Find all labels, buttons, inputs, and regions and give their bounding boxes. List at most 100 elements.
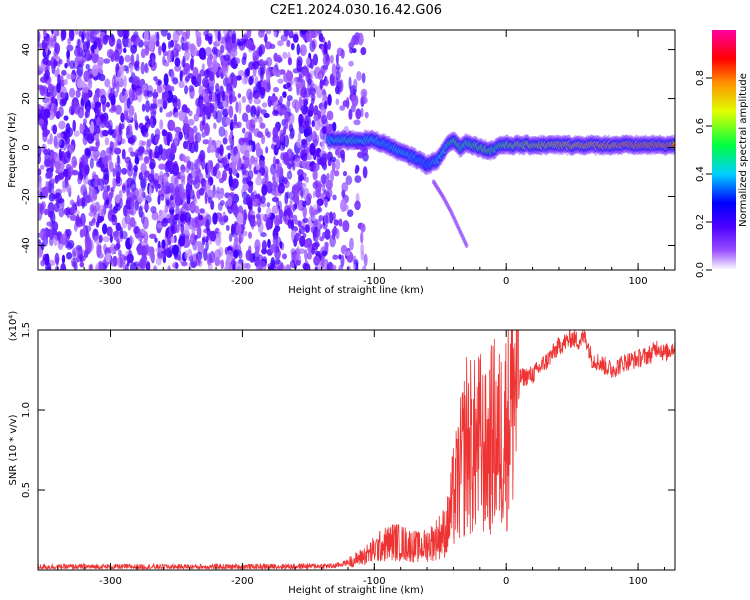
noise-speck xyxy=(335,53,339,65)
noise-speck xyxy=(324,228,331,240)
noise-speck xyxy=(362,146,369,156)
noise-speck xyxy=(181,69,188,75)
noise-speck xyxy=(277,105,281,112)
noise-speck xyxy=(205,240,209,252)
noise-speck xyxy=(229,58,237,69)
noise-speck xyxy=(335,63,340,71)
noise-speck xyxy=(284,110,289,119)
noise-speck xyxy=(178,131,183,141)
y-tick-label: 1.0 xyxy=(21,402,32,418)
noise-speck xyxy=(136,267,143,270)
noise-speck xyxy=(311,120,316,127)
noise-speck xyxy=(192,238,198,251)
noise-speck xyxy=(214,259,222,265)
noise-speck xyxy=(85,106,91,118)
noise-speck xyxy=(300,152,309,162)
noise-speck xyxy=(282,91,287,98)
noise-speck xyxy=(286,191,290,199)
noise-speck xyxy=(225,224,230,232)
noise-speck xyxy=(286,170,293,180)
secondary-branch-mark xyxy=(464,243,469,249)
noise-speck xyxy=(306,152,311,161)
noise-speck xyxy=(261,63,266,75)
noise-speck xyxy=(258,86,266,96)
noise-speck xyxy=(89,263,94,270)
noise-speck xyxy=(261,248,268,255)
noise-speck xyxy=(170,174,178,185)
noise-speck xyxy=(72,250,77,261)
noise-speck xyxy=(53,234,58,247)
noise-speck xyxy=(241,112,249,123)
noise-speck xyxy=(230,118,234,131)
noise-speck xyxy=(85,194,91,204)
noise-speck xyxy=(258,44,266,55)
noise-speck xyxy=(161,239,166,249)
noise-speck xyxy=(60,262,67,270)
noise-speck xyxy=(335,148,339,156)
noise-speck xyxy=(196,225,202,239)
noise-speck xyxy=(166,49,173,63)
noise-speck xyxy=(58,148,63,162)
noise-speck xyxy=(238,101,242,114)
noise-speck xyxy=(313,255,321,266)
noise-speck xyxy=(279,240,283,249)
noise-speck xyxy=(194,140,199,153)
noise-speck xyxy=(331,159,336,173)
noise-speck xyxy=(154,135,159,144)
noise-speck xyxy=(274,248,281,260)
noise-speck xyxy=(326,172,330,181)
noise-speck xyxy=(98,234,103,243)
noise-speck xyxy=(318,214,324,222)
noise-speck xyxy=(290,248,296,256)
noise-speck xyxy=(96,241,102,254)
noise-speck xyxy=(83,249,89,258)
colorbar: 0.0 0.2 0.4 0.6 0.8 Normalized spectral ampl… xyxy=(695,30,749,278)
noise-speck xyxy=(69,199,75,206)
noise-speck xyxy=(143,131,149,138)
noise-speck xyxy=(159,119,164,130)
noise-speck xyxy=(279,262,284,269)
noise-speck xyxy=(233,243,238,252)
noise-speck xyxy=(162,129,168,137)
noise-speck xyxy=(170,142,177,155)
noise-speck xyxy=(38,30,41,42)
noise-speck xyxy=(288,123,294,133)
noise-speck xyxy=(54,252,60,265)
noise-speck xyxy=(294,202,298,210)
noise-speck xyxy=(63,78,68,86)
snr-frame xyxy=(37,329,676,571)
noise-speck xyxy=(38,239,41,246)
noise-speck xyxy=(59,79,65,87)
noise-speck xyxy=(47,148,51,156)
noise-speck xyxy=(308,109,313,118)
noise-speck xyxy=(162,91,169,100)
noise-speck xyxy=(336,47,344,57)
noise-speck xyxy=(282,142,286,150)
noise-speck xyxy=(114,194,121,204)
noise-speck xyxy=(123,75,127,89)
x-tick-label: 0 xyxy=(503,576,509,587)
noise-speck xyxy=(274,62,279,72)
noise-speck xyxy=(296,59,303,73)
noise-speck xyxy=(335,98,340,106)
noise-speck xyxy=(40,259,46,267)
noise-speck xyxy=(264,127,269,137)
noise-speck xyxy=(115,80,120,93)
noise-speck xyxy=(186,194,191,205)
noise-speck xyxy=(87,30,95,38)
noise-speck xyxy=(195,175,200,184)
noise-speck xyxy=(181,154,187,162)
noise-speck xyxy=(277,78,284,84)
noise-speck xyxy=(244,262,251,270)
noise-speck xyxy=(222,100,227,108)
noise-speck xyxy=(287,57,293,66)
noise-speck xyxy=(74,209,81,216)
noise-speck xyxy=(356,71,362,81)
colorbar-gradient xyxy=(712,30,736,270)
noise-speck xyxy=(130,151,136,157)
noise-speck xyxy=(102,156,109,165)
noise-speck xyxy=(58,58,63,65)
noise-speck xyxy=(248,139,254,146)
noise-speck xyxy=(57,197,65,204)
